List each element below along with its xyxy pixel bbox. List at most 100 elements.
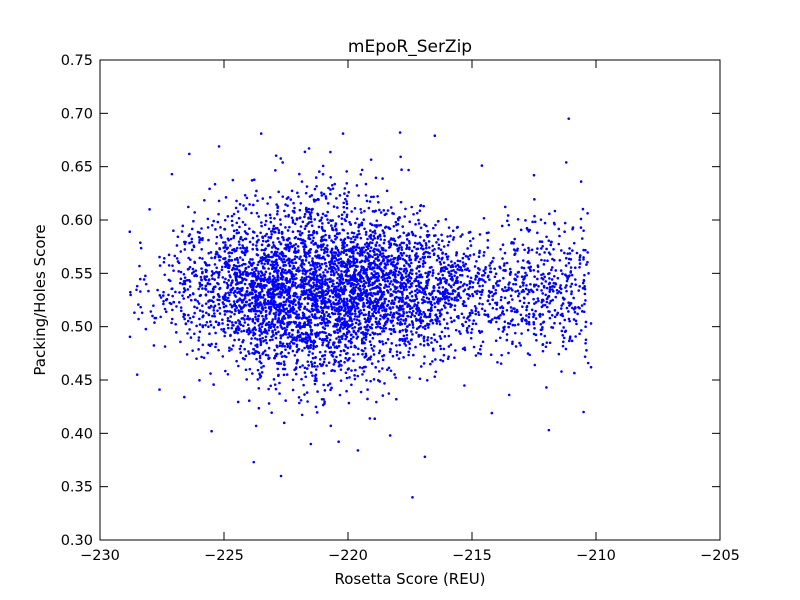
scatter-point	[571, 249, 574, 252]
scatter-point	[334, 252, 338, 255]
scatter-point	[527, 266, 531, 269]
scatter-point	[300, 231, 304, 235]
scatter-point	[566, 252, 570, 255]
scatter-point	[410, 320, 414, 323]
scatter-point	[291, 273, 295, 277]
scatter-point	[316, 310, 319, 314]
scatter-point	[177, 261, 181, 265]
scatter-point	[570, 282, 574, 286]
scatter-point	[261, 239, 265, 243]
scatter-point	[215, 235, 219, 239]
scatter-point	[260, 332, 264, 335]
scatter-point	[287, 351, 290, 355]
scatter-point	[276, 325, 279, 329]
scatter-point	[248, 302, 252, 306]
scatter-point	[304, 375, 308, 379]
scatter-point	[447, 240, 451, 244]
scatter-point	[520, 290, 524, 294]
scatter-point	[388, 242, 391, 246]
scatter-point	[320, 318, 324, 322]
scatter-point	[308, 315, 311, 318]
scatter-point	[573, 266, 577, 270]
scatter-point	[248, 304, 252, 308]
scatter-point	[392, 324, 395, 327]
scatter-point	[582, 310, 586, 314]
scatter-point	[444, 252, 448, 256]
scatter-point	[259, 301, 262, 304]
scatter-point	[238, 202, 242, 206]
scatter-point	[268, 295, 272, 299]
scatter-point	[423, 327, 427, 331]
scatter-point	[313, 382, 317, 386]
scatter-point	[375, 219, 379, 222]
scatter-point	[279, 336, 283, 340]
scatter-point	[471, 285, 475, 289]
scatter-point	[236, 291, 239, 295]
scatter-point	[418, 377, 422, 381]
scatter-point	[356, 233, 359, 237]
scatter-point	[474, 278, 477, 281]
scatter-point	[298, 339, 302, 342]
scatter-point	[353, 270, 356, 274]
scatter-point	[450, 320, 453, 323]
scatter-point	[289, 278, 292, 281]
scatter-point	[464, 304, 468, 308]
scatter-point	[405, 275, 408, 278]
scatter-point	[421, 262, 425, 266]
scatter-point	[559, 269, 563, 272]
scatter-point	[331, 253, 334, 257]
scatter-point	[541, 349, 545, 353]
scatter-point	[256, 199, 259, 203]
scatter-point	[336, 232, 340, 236]
scatter-point	[280, 355, 284, 358]
scatter-point	[217, 254, 221, 258]
scatter-point	[235, 199, 238, 203]
scatter-point	[316, 323, 319, 327]
scatter-point	[571, 306, 574, 310]
scatter-point	[291, 333, 294, 337]
scatter-point	[426, 338, 429, 342]
scatter-point	[229, 244, 232, 247]
scatter-point	[304, 245, 307, 248]
scatter-point	[204, 302, 208, 305]
scatter-point	[172, 269, 175, 272]
scatter-point	[274, 331, 278, 335]
scatter-point	[291, 349, 295, 353]
scatter-point	[504, 269, 507, 273]
scatter-point	[274, 269, 278, 273]
scatter-point	[182, 297, 185, 300]
scatter-point	[244, 208, 248, 211]
scatter-point	[224, 277, 227, 281]
scatter-point	[314, 261, 317, 265]
scatter-point	[527, 312, 531, 316]
scatter-point	[344, 273, 348, 276]
scatter-point	[305, 341, 309, 345]
scatter-point	[473, 265, 477, 268]
scatter-point	[303, 346, 306, 350]
scatter-point	[352, 298, 356, 301]
scatter-point	[298, 298, 301, 301]
scatter-point	[328, 320, 332, 324]
scatter-point	[274, 154, 278, 157]
scatter-point	[374, 244, 378, 247]
scatter-point	[213, 304, 217, 308]
scatter-point	[369, 234, 373, 238]
scatter-point	[400, 308, 403, 311]
scatter-point	[402, 312, 406, 315]
scatter-point	[281, 288, 285, 292]
scatter-point	[339, 359, 343, 363]
scatter-point	[422, 339, 426, 343]
scatter-point	[183, 242, 187, 246]
scatter-point	[188, 316, 192, 320]
scatter-point	[283, 316, 287, 320]
scatter-point	[284, 300, 288, 303]
scatter-point	[410, 261, 413, 265]
scatter-point	[378, 322, 382, 326]
scatter-point	[179, 250, 183, 253]
scatter-point	[337, 251, 341, 254]
scatter-point	[207, 279, 211, 282]
scatter-point	[241, 316, 245, 320]
scatter-point	[297, 300, 300, 304]
scatter-point	[303, 393, 306, 396]
scatter-point	[227, 299, 231, 303]
